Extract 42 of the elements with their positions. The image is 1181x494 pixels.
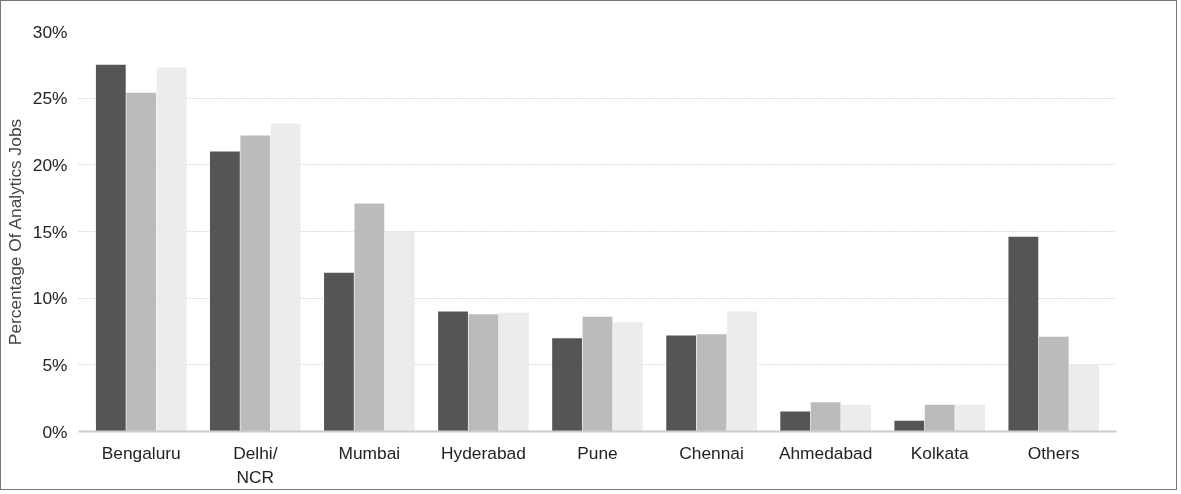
bar — [552, 338, 582, 432]
x-tick-label: Hyderabad — [441, 442, 526, 463]
bar — [324, 272, 354, 432]
x-tick-label: Kolkata — [910, 442, 969, 463]
x-tick-label: Chennai — [679, 442, 744, 463]
bar — [1069, 364, 1100, 432]
bar — [810, 402, 841, 432]
bar — [1008, 236, 1039, 432]
y-tick-label: 0% — [42, 421, 68, 442]
bar — [696, 334, 727, 432]
y-axis-title: Percentage Of Analytics Jobs — [4, 118, 25, 346]
y-tick-label: 20% — [32, 154, 68, 175]
bar — [468, 314, 499, 432]
bar — [126, 92, 157, 432]
x-tick-label: Ahmedabad — [778, 442, 873, 463]
y-tick-label: 25% — [32, 88, 68, 109]
x-tick-label: Delhi/ NCR — [233, 442, 278, 487]
bar — [270, 123, 301, 432]
x-tick-label: Pune — [577, 442, 618, 463]
y-tick-label: 30% — [32, 21, 68, 42]
bar — [955, 404, 986, 432]
x-tick-label: Others — [1027, 442, 1081, 463]
bar — [894, 420, 925, 432]
y-tick-label: 10% — [32, 288, 68, 309]
bar — [613, 322, 643, 432]
bar — [156, 67, 187, 432]
bar — [438, 311, 468, 432]
bar — [727, 311, 757, 432]
bar — [666, 335, 697, 432]
bar — [384, 231, 415, 432]
y-tick-label: 15% — [32, 221, 68, 242]
bar — [95, 64, 126, 432]
bar — [582, 316, 613, 432]
bar — [924, 404, 955, 432]
bar — [209, 151, 240, 432]
y-tick-label: 5% — [42, 354, 68, 375]
bar — [240, 135, 271, 432]
x-tick-label: Mumbai — [338, 442, 401, 463]
bar — [841, 404, 871, 432]
bar — [780, 411, 811, 432]
x-tick-label: Bengaluru — [101, 442, 181, 463]
bar — [498, 312, 529, 432]
